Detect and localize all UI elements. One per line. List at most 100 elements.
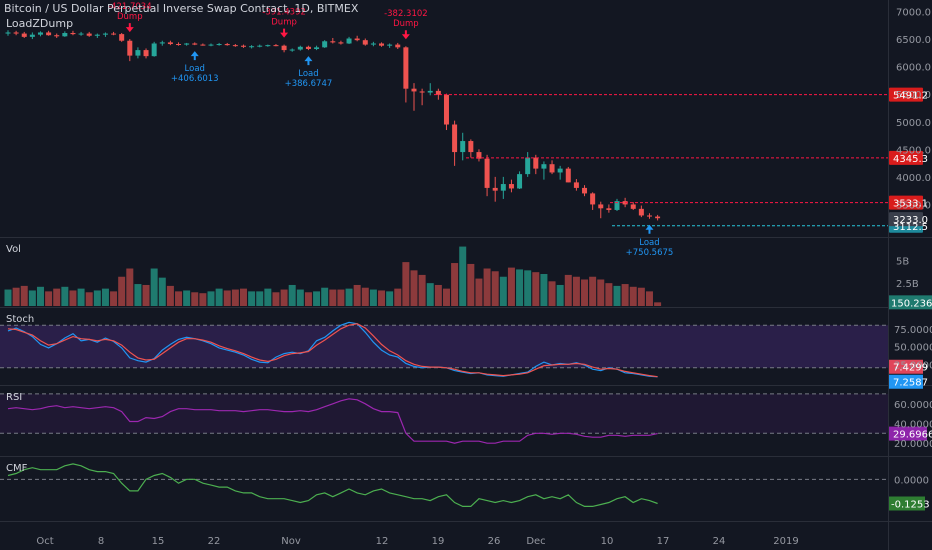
volume-bar[interactable] [605, 283, 613, 306]
candle-body[interactable] [111, 33, 117, 35]
volume-bar[interactable] [166, 285, 174, 306]
candle-body[interactable] [346, 38, 352, 44]
candle-body[interactable] [249, 46, 255, 48]
volume-bar[interactable] [142, 284, 150, 306]
candle-body[interactable] [70, 33, 76, 35]
volume-bar[interactable] [654, 302, 662, 306]
candle-body[interactable] [565, 168, 571, 183]
candle-body[interactable] [305, 46, 311, 49]
candle-body[interactable] [354, 38, 360, 41]
volume-bar[interactable] [69, 290, 77, 306]
volume-bar[interactable] [183, 290, 191, 306]
volume-bar[interactable] [223, 290, 231, 306]
candle-body[interactable] [216, 44, 222, 46]
candle-body[interactable] [94, 34, 100, 36]
candle-body[interactable] [387, 44, 393, 46]
candle-body[interactable] [338, 42, 344, 44]
volume-bar[interactable] [451, 263, 459, 306]
volume-bar[interactable] [645, 291, 653, 306]
volume-bar[interactable] [353, 284, 361, 306]
volume-bar[interactable] [191, 292, 199, 306]
candle-body[interactable] [21, 33, 27, 37]
candle-body[interactable] [265, 45, 271, 47]
volume-bar[interactable] [12, 287, 20, 306]
volume-bar[interactable] [548, 281, 556, 306]
volume-bar[interactable] [378, 290, 386, 306]
volume-bar[interactable] [296, 289, 304, 306]
candle-body[interactable] [322, 41, 328, 48]
volume-bar[interactable] [345, 288, 353, 306]
volume-bar[interactable] [516, 269, 524, 306]
volume-bar[interactable] [36, 286, 44, 306]
volume-bar[interactable] [361, 287, 369, 306]
volume-bar[interactable] [126, 268, 134, 306]
volume-bar[interactable] [134, 284, 142, 306]
volume-bar[interactable] [597, 279, 605, 306]
candle-body[interactable] [525, 157, 531, 175]
volume-bar[interactable] [564, 274, 572, 306]
volume-bar[interactable] [313, 291, 321, 306]
candle-body[interactable] [476, 152, 482, 159]
candle-body[interactable] [281, 45, 287, 51]
volume-bar[interactable] [256, 291, 264, 306]
volume-bar[interactable] [475, 278, 483, 306]
volume-bar[interactable] [426, 283, 434, 306]
candle-body[interactable] [330, 41, 336, 43]
volume-bar[interactable] [540, 274, 548, 306]
candle-body[interactable] [508, 184, 514, 189]
candle-body[interactable] [37, 32, 43, 35]
candle-body[interactable] [224, 44, 230, 46]
candle-body[interactable] [533, 157, 539, 169]
candle-body[interactable] [86, 33, 92, 36]
volume-bar[interactable] [329, 289, 337, 306]
volume-bar[interactable] [369, 289, 377, 306]
volume-bar[interactable] [507, 267, 515, 306]
volume-bar[interactable] [621, 284, 629, 306]
candle-body[interactable] [184, 43, 190, 45]
candle-body[interactable] [468, 141, 474, 153]
candle-body[interactable] [411, 88, 417, 92]
volume-bar[interactable] [589, 276, 597, 306]
volume-bar[interactable] [321, 287, 329, 306]
volume-bar[interactable] [410, 270, 418, 306]
candle-body[interactable] [176, 44, 182, 46]
volume-bar[interactable] [434, 284, 442, 306]
candle-body[interactable] [606, 208, 612, 210]
candle-body[interactable] [484, 158, 490, 188]
volume-bar[interactable] [272, 292, 280, 306]
volume-bar[interactable] [150, 268, 158, 306]
candle-body[interactable] [297, 46, 303, 50]
candle-body[interactable] [638, 208, 644, 216]
candle-body[interactable] [46, 32, 52, 36]
candle-body[interactable] [435, 90, 441, 95]
candle-body[interactable] [452, 124, 458, 153]
volume-bar[interactable] [77, 288, 85, 306]
candle-body[interactable] [370, 43, 376, 45]
volume-bar[interactable] [28, 290, 36, 306]
volume-bar[interactable] [524, 270, 532, 306]
candle-body[interactable] [200, 44, 206, 46]
volume-bar[interactable] [158, 277, 166, 306]
volume-bar[interactable] [491, 271, 499, 306]
candle-body[interactable] [127, 40, 133, 56]
candle-body[interactable] [135, 50, 141, 56]
volume-bar[interactable] [572, 276, 580, 306]
candle-body[interactable] [557, 168, 563, 173]
candle-body[interactable] [257, 45, 263, 47]
candle-body[interactable] [590, 193, 596, 205]
candle-body[interactable] [549, 164, 555, 173]
candle-body[interactable] [232, 45, 238, 47]
candle-body[interactable] [102, 33, 108, 35]
volume-bar[interactable] [20, 285, 28, 306]
candle-body[interactable] [655, 216, 661, 219]
candle-body[interactable] [395, 44, 401, 48]
volume-bar[interactable] [101, 288, 109, 306]
volume-bar[interactable] [207, 291, 215, 306]
candle-body[interactable] [630, 204, 636, 209]
volume-bar[interactable] [4, 289, 12, 306]
volume-bar[interactable] [110, 291, 118, 306]
candle-body[interactable] [289, 49, 295, 51]
candle-body[interactable] [492, 187, 498, 191]
volume-bar[interactable] [45, 291, 53, 306]
